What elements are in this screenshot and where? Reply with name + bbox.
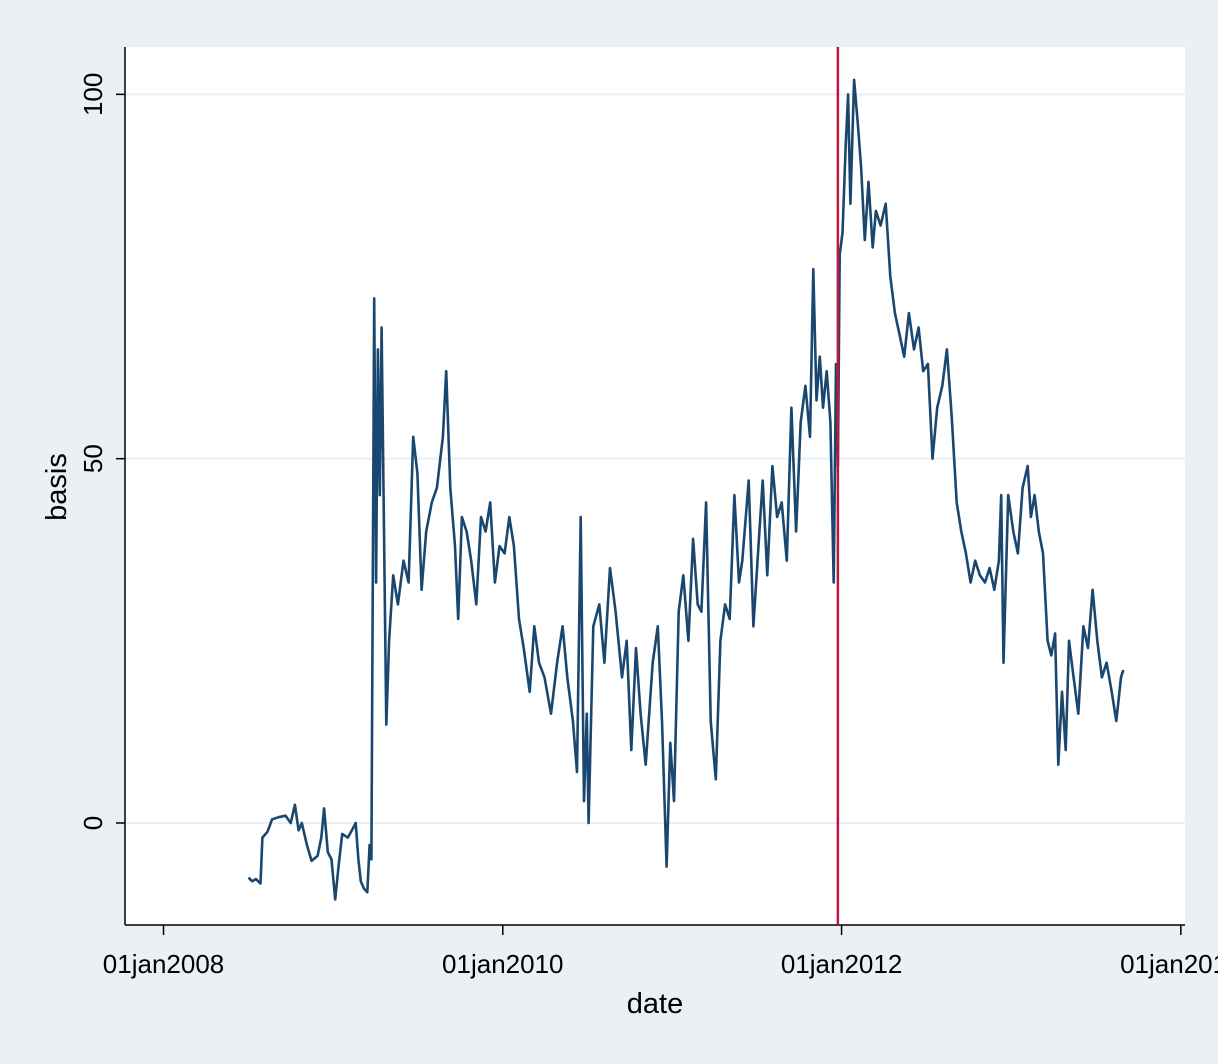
y-tick-label: 50	[78, 444, 108, 473]
x-tick-label: 01jan2008	[103, 949, 224, 979]
y-axis-title: basis	[41, 453, 73, 521]
x-axis: 01jan2008 01jan2010 01jan2012 01jan2014	[103, 924, 1218, 979]
y-tick-label: 100	[78, 73, 108, 116]
x-tick-label: 01jan2010	[442, 949, 563, 979]
series-line	[247, 78, 1125, 901]
x-tick-label: 01jan2014	[1120, 949, 1218, 979]
plot-area	[125, 47, 1185, 925]
series-layer	[247, 78, 1125, 901]
x-tick-label: 01jan2012	[781, 949, 902, 979]
y-axis: 0 50 100	[78, 47, 126, 925]
x-axis-title: date	[627, 988, 683, 1020]
y-tick-label: 0	[78, 816, 108, 830]
